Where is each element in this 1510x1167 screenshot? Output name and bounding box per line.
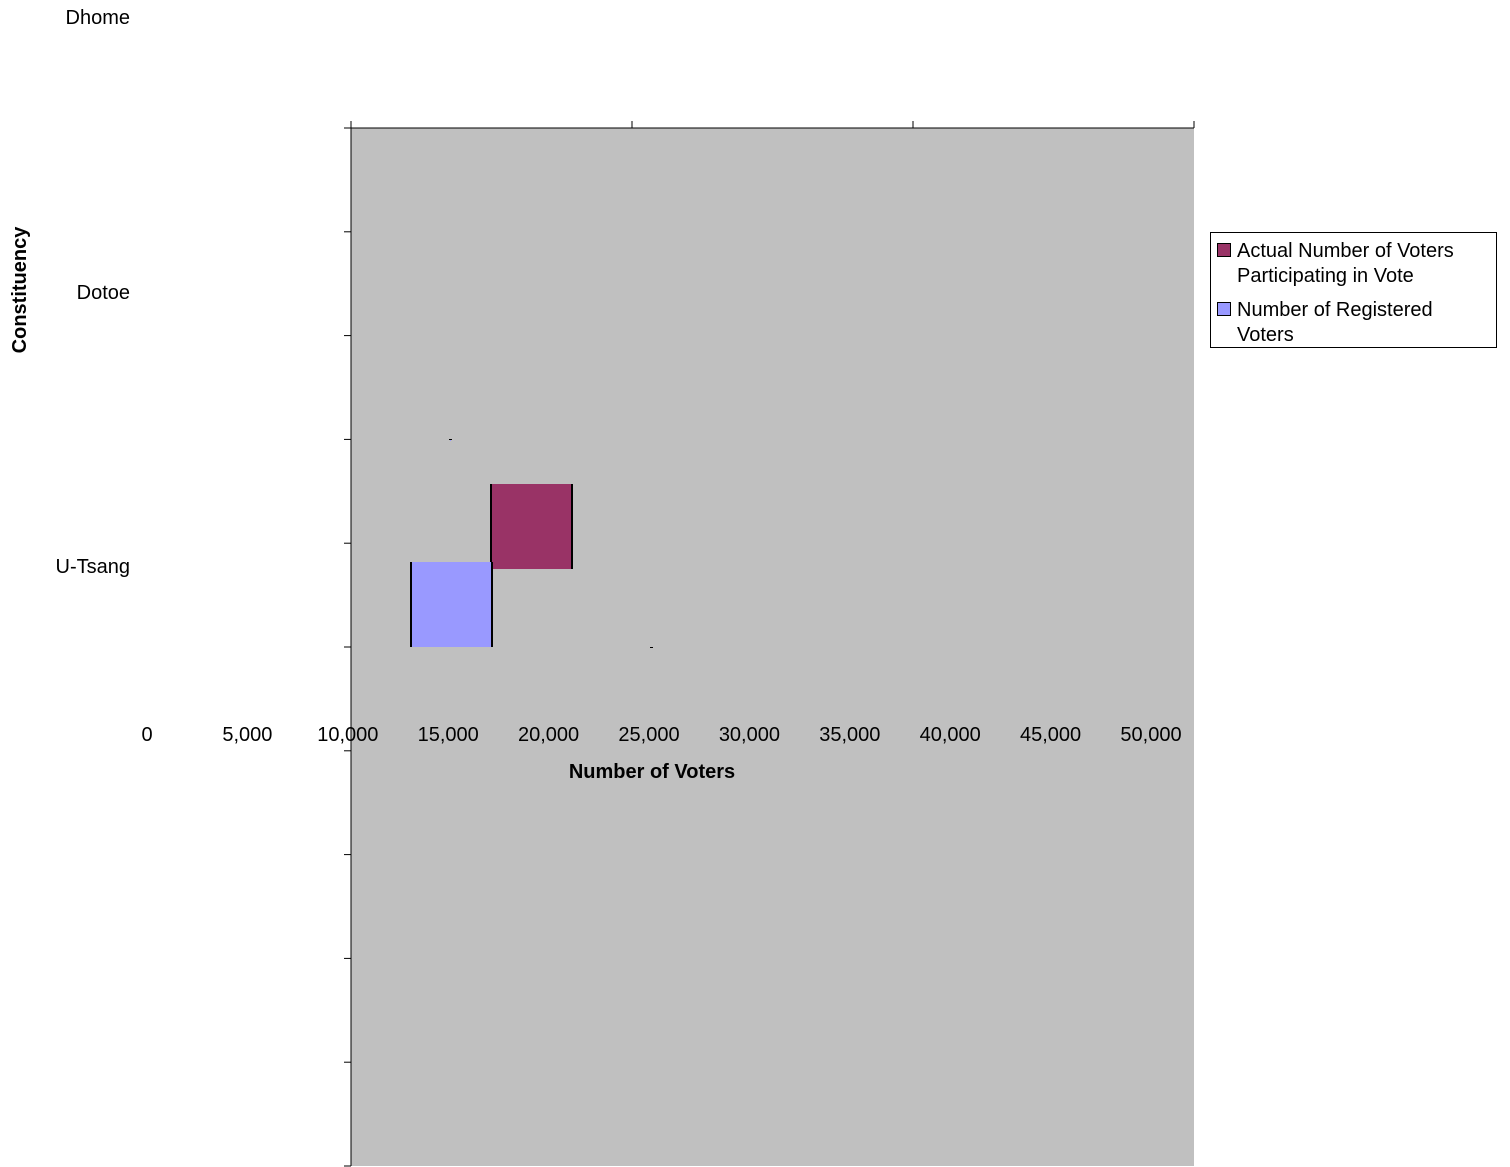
x-tick-label-15-000: 15,000 <box>418 724 479 746</box>
x-tick-label-20-000: 20,000 <box>518 724 579 746</box>
bars <box>410 439 653 648</box>
legend-swatch-registered <box>1217 302 1231 316</box>
x-tick-label-50-000: 50,000 <box>1120 724 1181 746</box>
bar-u-tsang-registered <box>411 562 492 647</box>
x-tick-labels: 0 5,000 10,000 15,000 20,000 25,000 30,000 35,0… <box>141 724 1181 746</box>
stray-mark <box>449 439 452 440</box>
legend-item-registered: Number of Registered Voters <box>1217 298 1487 348</box>
legend: Actual Number of Voters Participating in… <box>1210 232 1497 348</box>
bar-u-tsang-actual <box>491 484 572 569</box>
y-category-labels: U-Tsang Dotoe Dhome <box>56 7 130 578</box>
x-tick-label-45-000: 45,000 <box>1020 724 1081 746</box>
legend-swatch-actual <box>1217 243 1231 257</box>
x-tick-label-40-000: 40,000 <box>920 724 981 746</box>
category-label-u-tsang: U-Tsang <box>56 556 130 578</box>
legend-label-actual: Actual Number of Voters Participating in… <box>1237 240 1454 287</box>
y-axis-title: Constituency <box>9 226 31 354</box>
bar-dhome-registered <box>450 440 451 441</box>
x-tick-label-35-000: 35,000 <box>819 724 880 746</box>
legend-item-actual: Actual Number of Voters Participating in… <box>1217 239 1487 289</box>
x-tick-label-30-000: 30,000 <box>719 724 780 746</box>
x-tick-label-0: 0 <box>141 724 152 746</box>
x-axis-title: Number of Voters <box>569 761 735 783</box>
stray-mark <box>650 647 653 648</box>
x-tick-label-25-000: 25,000 <box>618 724 679 746</box>
category-label-dhome: Dhome <box>66 7 130 29</box>
axes <box>344 121 1195 1167</box>
x-tick-label-10-000: 10,000 <box>317 724 378 746</box>
category-label-dotoe: Dotoe <box>77 282 130 304</box>
legend-label-registered: Number of Registered Voters <box>1237 299 1433 346</box>
x-tick-label-5-000: 5,000 <box>222 724 272 746</box>
